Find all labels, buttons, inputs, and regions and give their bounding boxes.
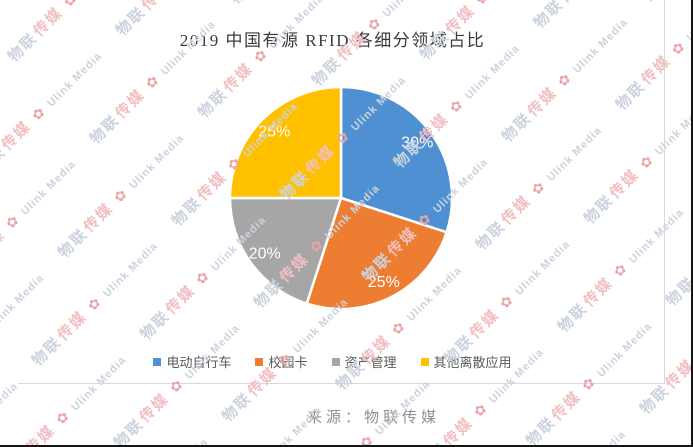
- chart-legend: 电动自行车 校园卡 资产管理 其他离散应用: [0, 352, 665, 371]
- pie-slice: [228, 85, 343, 200]
- legend-marker-icon: [255, 357, 264, 366]
- pie-slice-label: 25%: [258, 123, 290, 140]
- pie-slice: [339, 85, 454, 234]
- pie-slice-label: 25%: [368, 274, 400, 291]
- pie-slice: [305, 196, 448, 311]
- pie-slice-label: 30%: [401, 135, 433, 152]
- legend-label: 电动自行车: [166, 355, 232, 370]
- chart-title: 2019 中国有源 RFID 各细分领域占比: [179, 31, 486, 50]
- legend-label: 其他离散应用: [433, 355, 512, 370]
- pie-slices: [228, 85, 454, 311]
- legend-item: 其他离散应用: [420, 352, 512, 371]
- legend-marker-icon: [420, 357, 429, 366]
- legend-label: 校园卡: [268, 355, 308, 370]
- pie-slice-label: 20%: [249, 246, 281, 263]
- legend-label: 资产管理: [344, 355, 397, 370]
- legend-item: 校园卡: [255, 352, 308, 371]
- chart-frame-bottom-border: [18, 383, 665, 384]
- pie-slice: [228, 196, 343, 305]
- legend-marker-icon: [153, 357, 162, 366]
- legend-item: 电动自行车: [153, 352, 231, 371]
- chart-frame-right-border: [664, 0, 665, 383]
- legend-item: 资产管理: [331, 352, 397, 371]
- source-caption: 来源：物联传媒: [307, 409, 441, 426]
- legend-marker-icon: [331, 357, 340, 366]
